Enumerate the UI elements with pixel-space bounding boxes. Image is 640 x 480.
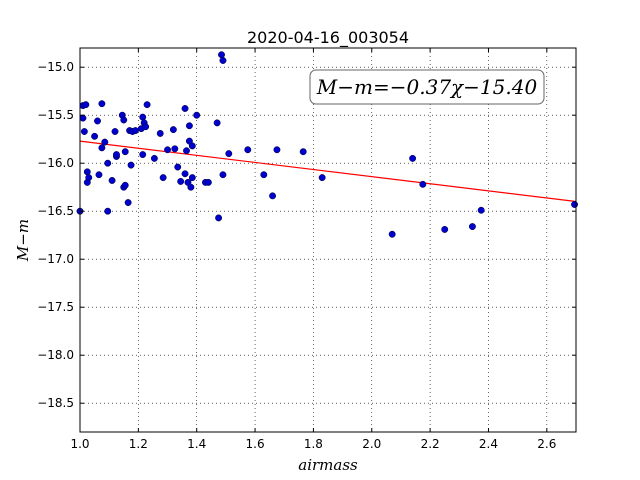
x-tick-label: 1.8 (304, 437, 323, 451)
annotation-text: M−m=−0.37χ−15.40 (316, 75, 538, 99)
fit-line (79, 140, 577, 203)
data-point (218, 51, 225, 59)
y-tick-label: −16.0 (37, 156, 74, 170)
data-point (104, 159, 112, 167)
data-point (127, 161, 135, 169)
data-point (131, 127, 139, 135)
data-point (318, 174, 326, 182)
data-point (225, 150, 233, 158)
data-point (187, 183, 195, 191)
data-point (104, 207, 112, 215)
data-point (188, 174, 196, 182)
data-point (441, 225, 449, 233)
chart-title: 2020-04-16_003054 (247, 28, 409, 48)
y-tick-label: −17.0 (37, 252, 74, 266)
data-point (98, 100, 106, 108)
data-point (477, 206, 485, 214)
y-tick-label: −16.5 (37, 204, 74, 218)
data-point (260, 171, 268, 179)
x-tick-labels: 1.0 1.2 1.4 1.6 1.8 2.0 2.2 2.4 2.6 (70, 437, 556, 451)
x-tick-label: 1.4 (187, 437, 206, 451)
data-point (409, 154, 417, 162)
data-point (82, 101, 90, 109)
data-point (419, 180, 427, 188)
data-point (142, 123, 150, 131)
data-point (85, 174, 93, 182)
data-point (98, 144, 106, 152)
data-point (273, 146, 281, 154)
x-tick-label: 2.2 (421, 437, 440, 451)
data-point (171, 145, 179, 153)
data-point (150, 154, 158, 162)
data-point (156, 129, 164, 137)
y-tick-label: −18.5 (37, 396, 74, 410)
x-tick-label: 2.0 (362, 437, 381, 451)
x-tick-label: 1.0 (70, 437, 89, 451)
data-point (468, 223, 476, 231)
fit-line-layer (79, 140, 577, 203)
data-point (181, 170, 189, 178)
plot-frame (79, 47, 577, 433)
data-point (95, 171, 103, 179)
data-point (83, 168, 91, 176)
x-tick-label: 2.4 (479, 437, 498, 451)
data-point (169, 126, 177, 134)
data-point (121, 148, 129, 156)
data-point (174, 163, 182, 171)
data-point (113, 151, 120, 159)
data-point (139, 113, 147, 121)
data-point (219, 57, 227, 64)
data-point (124, 199, 132, 207)
data-point (120, 116, 128, 124)
data-point (101, 138, 109, 146)
x-tick-label: 2.6 (537, 437, 556, 451)
data-point (181, 105, 189, 112)
data-point (213, 119, 221, 127)
axis-ticks (79, 48, 576, 432)
data-point (183, 147, 190, 155)
plot-background (80, 48, 576, 432)
y-tick-label: −17.5 (37, 300, 74, 314)
data-point (80, 128, 88, 135)
data-point (215, 214, 223, 222)
x-tick-label: 1.6 (246, 437, 265, 451)
data-point (159, 174, 167, 182)
data-point (244, 146, 252, 154)
data-point (204, 178, 212, 186)
data-point (121, 181, 129, 189)
y-axis-label: M−m (14, 219, 32, 262)
data-point (111, 128, 119, 135)
data-point (571, 201, 578, 208)
data-point (185, 122, 193, 130)
data-point (94, 117, 101, 125)
data-point (143, 101, 151, 109)
y-tick-label: −18.0 (37, 348, 74, 362)
y-tick-label: −15.0 (37, 60, 74, 74)
data-point (388, 230, 396, 238)
data-point (177, 177, 185, 185)
data-point (219, 171, 227, 179)
data-points (76, 51, 578, 238)
x-axis-label: airmass (298, 456, 358, 474)
data-point (139, 151, 147, 159)
data-point (164, 146, 171, 154)
annotation-box (309, 69, 545, 105)
fit-annotation: M−m=−0.37χ−15.40 (309, 69, 545, 105)
data-point (188, 142, 196, 150)
data-point (193, 111, 201, 119)
y-tick-label: −15.5 (37, 108, 74, 122)
data-point (269, 192, 277, 200)
data-point (299, 148, 307, 156)
data-point (108, 177, 116, 184)
data-point (79, 114, 87, 122)
y-tick-labels: −15.0 −15.5 −16.0 −16.5 −17.0 −17.5 −18.0 −18.5 (37, 60, 74, 410)
data-point (91, 132, 99, 140)
x-tick-label: 1.2 (129, 437, 148, 451)
